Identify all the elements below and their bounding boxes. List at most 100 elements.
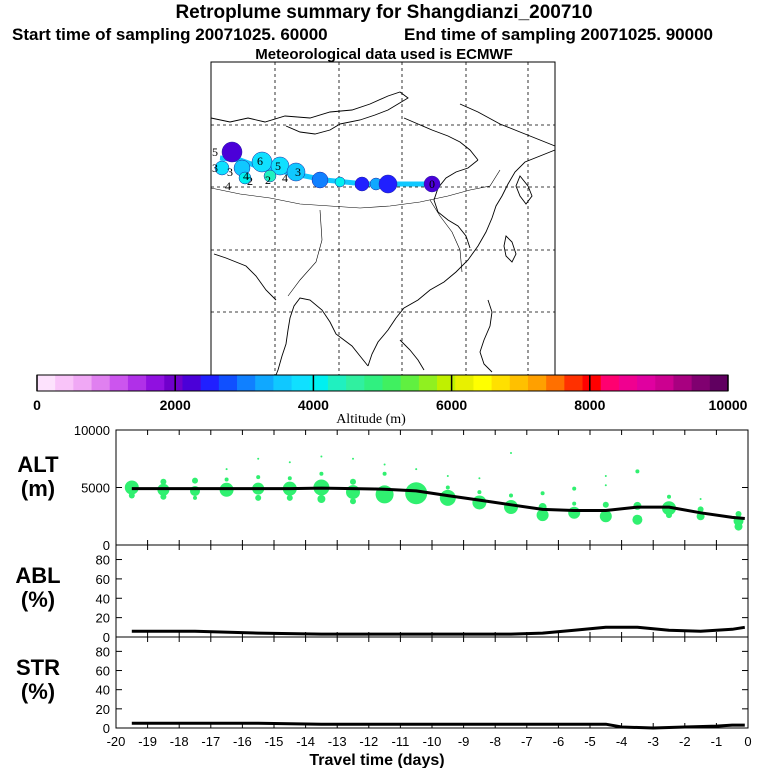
alt-scatter-point xyxy=(599,510,612,523)
alt-scatter-point xyxy=(320,455,323,458)
colorbar-swatch xyxy=(673,375,693,391)
panel-frame xyxy=(115,636,749,729)
xtick-label: -13 xyxy=(328,734,347,749)
colorbar-swatch xyxy=(546,375,565,391)
ytick-label: 0 xyxy=(103,630,110,645)
plume-marker xyxy=(214,160,230,176)
colorbar-swatch xyxy=(637,375,656,391)
alt-scatter-point xyxy=(477,490,482,495)
xtick-label: -18 xyxy=(170,734,189,749)
xtick-label: -9 xyxy=(458,734,470,749)
colorbar-tick-label: 10000 xyxy=(709,397,748,413)
ytick-label: 20 xyxy=(96,702,110,717)
ytick-label: 10000 xyxy=(74,423,110,438)
alt-scatter-point xyxy=(632,514,643,525)
xtick-label: -14 xyxy=(296,734,315,749)
colorbar-tick-label: 4000 xyxy=(298,397,329,413)
alt-scatter-point xyxy=(504,500,518,515)
colorbar-swatch xyxy=(73,375,93,391)
x-axis-label: Travel time (days) xyxy=(309,752,444,768)
plume-track xyxy=(214,141,441,194)
borders xyxy=(210,169,501,297)
plume-marker xyxy=(238,171,252,185)
colorbar-swatch xyxy=(237,375,256,391)
xtick-label: -7 xyxy=(521,734,533,749)
alt-scatter-point xyxy=(446,475,449,477)
alt-scatter-point xyxy=(256,475,261,480)
alt-scatter-point xyxy=(604,475,607,477)
alt-scatter-point xyxy=(604,484,607,487)
xtick-label: -1 xyxy=(711,734,723,749)
plume-marker xyxy=(334,176,346,188)
panel-ylabel: ALT xyxy=(17,452,59,477)
colorbar-swatch xyxy=(582,375,602,391)
plume-marker xyxy=(423,175,441,193)
alt-scatter-point xyxy=(478,477,481,480)
ytick-label: 0 xyxy=(103,538,110,553)
colorbar-swatch xyxy=(37,375,56,391)
xtick-label: -6 xyxy=(553,734,565,749)
alt-scatter-point xyxy=(286,494,293,501)
colorbar-title: Altitude (m) xyxy=(336,412,406,427)
met-data-label: Meteorological data used is ECMWF xyxy=(255,46,513,63)
alt-scatter-point xyxy=(734,522,743,531)
xtick-label: -17 xyxy=(201,734,220,749)
plume-marker xyxy=(378,174,398,194)
alt-scatter-point xyxy=(128,492,135,499)
plume-label: 4 xyxy=(282,171,288,185)
altitude-colorbar: 0 2000 4000 6000 8000 10000 Altitude (m) xyxy=(33,374,748,427)
alt-scatter-point xyxy=(193,495,197,500)
alt-scatter-point xyxy=(635,469,640,474)
colorbar-swatch xyxy=(364,375,383,391)
alt-scatter-point xyxy=(288,461,291,464)
alt-scatter-point xyxy=(699,498,702,500)
plume-label: 3 xyxy=(212,161,218,175)
alt-scatter-point xyxy=(540,491,545,496)
colorbar-swatch xyxy=(527,375,547,391)
alt-scatter-point xyxy=(602,501,609,508)
plume-label: 3 xyxy=(295,165,301,179)
colorbar-tick-label: 6000 xyxy=(436,397,467,413)
map-frame xyxy=(210,61,556,376)
colorbar-tick-label: 2000 xyxy=(160,397,191,413)
plume-marker xyxy=(286,162,306,182)
panel-ylabel: ABL xyxy=(15,563,60,588)
chart-title: Retroplume summary for Shangdianzi_20071… xyxy=(175,2,593,23)
plume-label: 4 xyxy=(225,179,231,193)
colorbar-swatch xyxy=(691,375,711,391)
ytick-label: 40 xyxy=(96,591,110,606)
colorbar-swatch xyxy=(291,375,311,391)
panel-ylabel: STR xyxy=(16,655,60,680)
colorbar-swatch xyxy=(127,375,147,391)
colorbar-swatch xyxy=(564,375,584,391)
alt-scatter-point xyxy=(319,471,324,476)
colorbar-swatch xyxy=(109,375,129,391)
alt-scatter-point xyxy=(192,477,198,484)
map-gridlines xyxy=(211,62,555,375)
xtick-label: -5 xyxy=(584,734,596,749)
ytick-label: 60 xyxy=(96,572,110,587)
colorbar-swatch xyxy=(255,375,274,391)
xtick-label: -2 xyxy=(679,734,691,749)
colorbar-swatch xyxy=(473,375,493,391)
xtick-label: -15 xyxy=(265,734,284,749)
series-line xyxy=(131,625,746,636)
start-time-label: Start time of sampling 20071025. 60000 xyxy=(12,25,328,44)
panel-ylabel-units: (%) xyxy=(21,679,55,704)
plume-marker xyxy=(263,169,277,183)
coastlines xyxy=(210,91,556,376)
ytick-label: 60 xyxy=(96,664,110,679)
panel-alt: ALT(m) 0 5000 10000 xyxy=(17,423,749,553)
plume-marker xyxy=(354,176,370,192)
alt-scatter-point xyxy=(255,494,262,501)
colorbar-swatch xyxy=(164,375,183,391)
alt-scatter-point xyxy=(224,477,229,482)
colorbar-swatch xyxy=(618,375,638,391)
alt-scatter-point xyxy=(160,478,167,485)
xtick-label: 0 xyxy=(744,734,751,749)
xtick-label: -10 xyxy=(423,734,442,749)
xtick-label: -4 xyxy=(616,734,628,749)
